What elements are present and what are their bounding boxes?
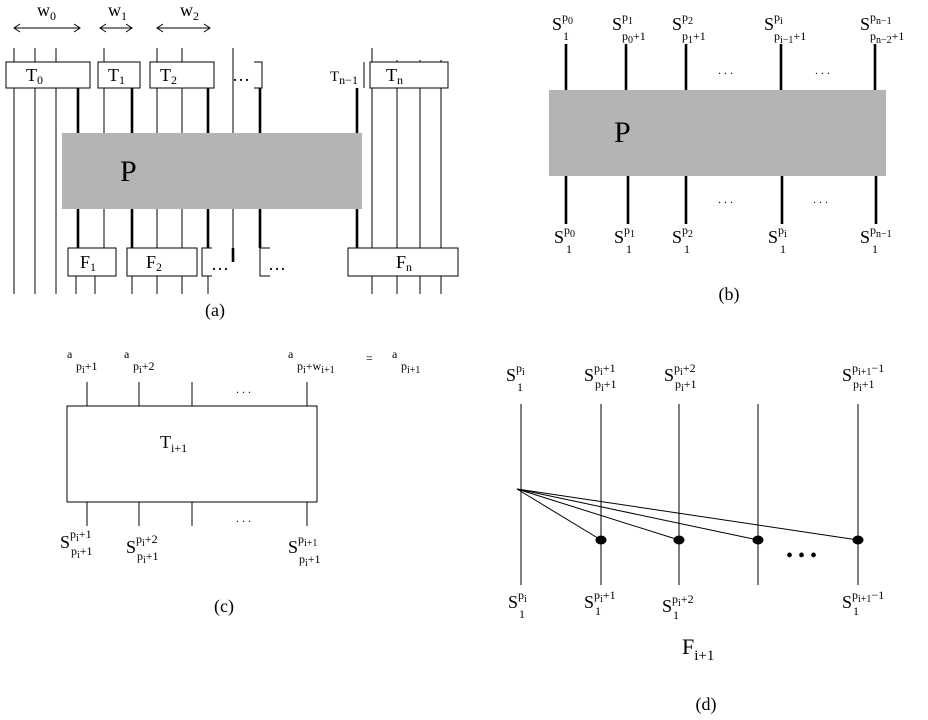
- c-bottom-label-1: Spi+2 pi+1: [126, 532, 159, 566]
- c-top-label-1: api+2: [124, 347, 155, 376]
- box-fn: [347, 247, 459, 277]
- box-f2-label: F2: [146, 252, 162, 274]
- panel-a: w0 w1 w2: [5, 0, 459, 321]
- caption-d: (d): [696, 694, 717, 715]
- width-label-w0: w0: [37, 0, 56, 23]
- c-top-label-3: api+1: [392, 347, 420, 376]
- box-f2: [126, 247, 198, 277]
- junction-dots: [595, 535, 864, 545]
- b-bottom-label-2: Sp2 1: [672, 223, 693, 256]
- b-top-label-0: Sp0 1: [552, 10, 573, 43]
- d-top-label-0: Spi 1: [506, 361, 525, 394]
- box-t0-label: T0: [26, 65, 43, 87]
- box-ti1: [66, 405, 318, 503]
- width-label-w1: w1: [108, 0, 127, 23]
- d-top-label-3: Spi+1−1 pi+1: [842, 361, 884, 394]
- b-bottom-label-4: Spn−1 1: [860, 223, 892, 256]
- ellipsis-top-a: …: [232, 65, 250, 85]
- box-f1-label: F1: [80, 252, 96, 274]
- box-t2: [149, 61, 215, 89]
- box-tn-label: Tn: [386, 65, 403, 87]
- junction-dot: [595, 535, 607, 545]
- p-label-b: P: [614, 116, 631, 149]
- d-bottom-label-2: Spi+2 1: [662, 592, 694, 622]
- box-t2-label: T2: [160, 65, 177, 87]
- caption-b: (b): [719, 284, 740, 305]
- ellipsis-bottom-a1: …: [211, 254, 229, 274]
- panel-d: • • • Spi 1 Spi+1 pi+1 Spi+2 pi+1 Spi+1−1 pi…: [506, 361, 884, 715]
- c-top-label-2: api+wi+1: [288, 347, 335, 376]
- b-bottom-label-1: Sp1 1: [614, 223, 635, 256]
- caption-a: (a): [205, 300, 225, 321]
- d-dots: • • •: [786, 545, 817, 567]
- p-label-a: P: [120, 155, 137, 188]
- b-ellipsis-bottom-1: . . .: [718, 192, 733, 206]
- box-partial-bottom-1: [201, 247, 212, 277]
- c-bottom-label-0: Spi+1 pi+1: [60, 527, 93, 561]
- b-ellipsis-top-1: . . .: [718, 63, 733, 77]
- wires-b: [564, 44, 878, 224]
- b-top-label-4: Spn−1 pn−2+1: [860, 10, 904, 46]
- d-bottom-label-0: Spi 1: [508, 588, 527, 621]
- caption-c: (c): [214, 596, 234, 617]
- panel-c: Ti+1 api+1 api+2 . . . api+wi+1 = api+1 …: [60, 347, 420, 617]
- wires-d: [520, 404, 859, 585]
- b-bottom-label-3: Spi 1: [768, 223, 787, 256]
- ellipsis-bottom-a2: …: [268, 254, 286, 274]
- wires-c: [86, 382, 308, 526]
- b-bottom-label-0: Sp0 1: [554, 223, 575, 256]
- b-top-label-1: Sp1 p0+1: [612, 10, 646, 46]
- c-equals: =: [366, 351, 373, 365]
- b-top-label-3: Spi pi−1+1: [764, 10, 806, 46]
- d-top-label-1: Spi+1 pi+1: [584, 361, 617, 394]
- b-ellipsis-top-2: . . .: [815, 63, 830, 77]
- c-ellipsis-bottom: . . .: [236, 511, 251, 525]
- p-block-a: [62, 133, 362, 209]
- panel-b: P Sp0 1 Sp1 p0+1 Sp2 p1+1 . . . Spi pi−1+1 .…: [549, 10, 904, 305]
- d-bottom-label-1: Spi+1 1: [584, 588, 616, 618]
- d-top-label-2: Spi+2 pi+1: [664, 361, 697, 394]
- fan-lines: [516, 488, 859, 541]
- c-bottom-label-2: Spi+1 pi+1: [288, 532, 321, 569]
- b-top-label-2: Sp2 p1+1: [672, 10, 706, 46]
- box-f1: [67, 247, 117, 277]
- box-tn: [369, 61, 449, 89]
- junction-dot: [852, 535, 864, 545]
- box-fn-label: Fn: [396, 252, 412, 274]
- box-t1: [97, 61, 141, 89]
- junction-dot: [673, 535, 685, 545]
- box-tn-1: [328, 62, 364, 88]
- thick-wires: [76, 88, 359, 262]
- junction-dot: [752, 535, 764, 545]
- box-partial-top: [254, 61, 263, 89]
- p-block-b: [549, 90, 886, 176]
- box-ti1-label: Ti+1: [160, 432, 187, 455]
- d-bottom-label-3: Spi+1−1 1: [842, 588, 884, 618]
- width-label-w2: w2: [180, 0, 199, 23]
- box-t0: [5, 61, 91, 89]
- b-ellipsis-bottom-2: . . .: [813, 192, 828, 206]
- box-t1-label: T1: [108, 65, 125, 87]
- d-f-label: Fi+1: [682, 634, 714, 664]
- box-tn-1-label: Tn−1: [330, 69, 358, 87]
- c-top-label-0: api+1: [67, 347, 98, 376]
- box-partial-bottom-2: [259, 247, 270, 277]
- c-ellipsis-top: . . .: [236, 382, 251, 396]
- width-arrows: [13, 23, 211, 33]
